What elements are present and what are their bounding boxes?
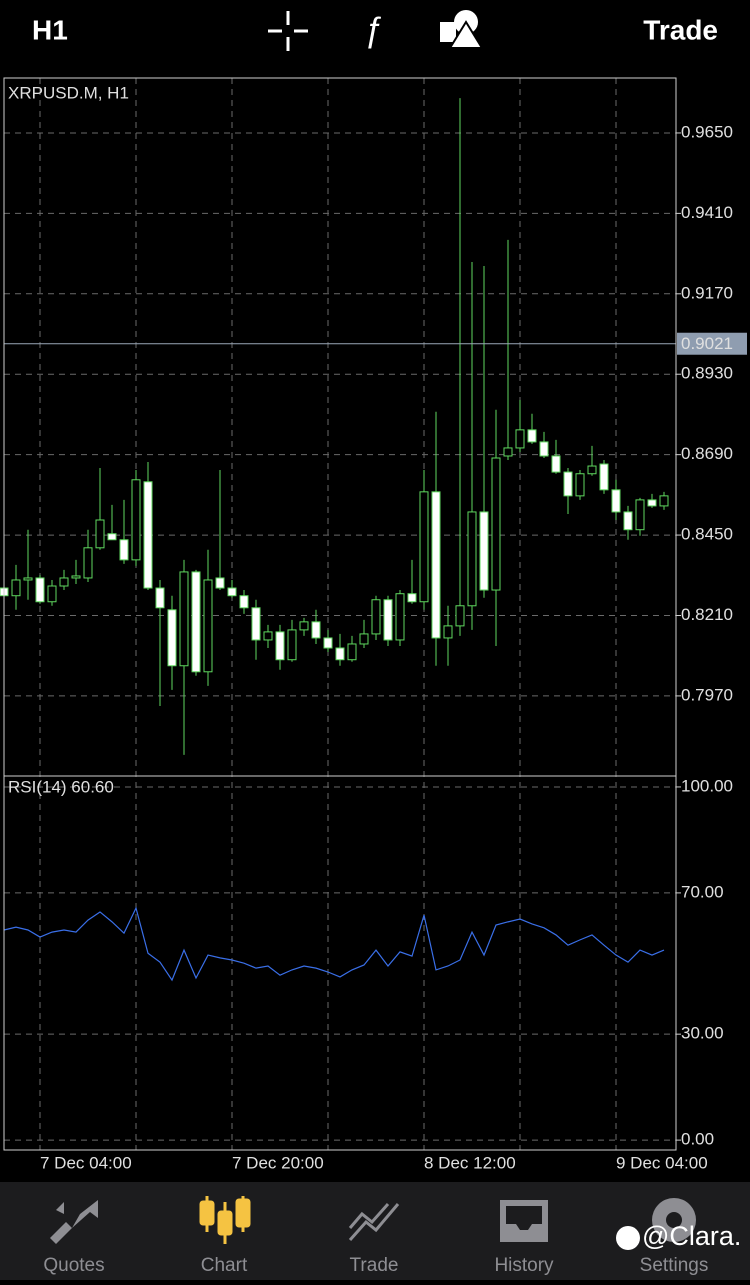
candle-body xyxy=(419,491,429,603)
candle-body xyxy=(383,599,393,641)
indicator-title: RSI(14) 60.60 xyxy=(8,777,114,796)
candle-body xyxy=(299,621,309,631)
candle-body xyxy=(539,441,549,457)
y-tick-label: 0.8450 xyxy=(681,525,733,544)
watermark-text: @Clara. xyxy=(642,1221,741,1251)
candle-body xyxy=(623,511,633,531)
tab-label[interactable]: Quotes xyxy=(43,1255,104,1276)
candle-body xyxy=(431,491,441,639)
candle-body xyxy=(455,605,465,627)
candle-body xyxy=(215,577,225,589)
candle-body xyxy=(347,643,357,661)
y-tick-label: 0.9170 xyxy=(681,283,733,302)
trade-button[interactable]: Trade xyxy=(643,14,718,45)
y-tick-label: 30.00 xyxy=(681,1024,724,1043)
y-tick-label: 0.8210 xyxy=(681,605,733,624)
candle-body xyxy=(71,575,81,579)
x-tick-label: 8 Dec 12:00 xyxy=(424,1153,516,1172)
candle-body xyxy=(167,609,177,667)
tab-labels: Quotes Chart Trade History Settings xyxy=(43,1255,708,1276)
candle-body xyxy=(59,577,69,587)
candle-body xyxy=(47,585,57,603)
candle-body xyxy=(95,519,105,549)
indicator-icon[interactable]: ƒ xyxy=(364,11,383,50)
candle-body xyxy=(263,631,273,641)
candle-body xyxy=(35,577,45,603)
top-bar: H1 ƒ Trade xyxy=(32,10,718,51)
tab-label[interactable]: Chart xyxy=(201,1255,248,1276)
candle-body xyxy=(371,599,381,635)
candle-body xyxy=(275,631,285,661)
candle-body xyxy=(335,647,345,661)
y-tick-label: 0.9410 xyxy=(681,203,733,222)
candle-body xyxy=(647,499,657,507)
trade-icon[interactable] xyxy=(348,1203,400,1241)
candle-body xyxy=(611,489,621,513)
chart-frame xyxy=(3,77,677,1151)
y-tick-label: 0.9650 xyxy=(681,122,733,141)
candle-body xyxy=(395,593,405,641)
y-tick-label: 0.8690 xyxy=(681,444,733,463)
crosshair-icon[interactable] xyxy=(268,11,308,51)
candle-body xyxy=(323,637,333,649)
candle-body xyxy=(23,577,33,581)
candle-body xyxy=(479,511,489,591)
x-tick-label: 9 Dec 04:00 xyxy=(616,1153,708,1172)
y-tick-label: 100.00 xyxy=(681,776,733,795)
candle-body xyxy=(515,429,525,449)
chart-icon[interactable] xyxy=(199,1196,251,1244)
candle-body xyxy=(551,455,561,473)
objects-icon[interactable] xyxy=(440,10,484,49)
candle-body xyxy=(119,539,129,561)
candle-body xyxy=(563,471,573,497)
settings-icon[interactable] xyxy=(652,1198,696,1242)
candle-body xyxy=(359,633,369,645)
x-tick-label: 7 Dec 20:00 xyxy=(232,1153,324,1172)
y-tick-label: 0.8930 xyxy=(681,364,733,383)
candle-body xyxy=(227,587,237,597)
y-tick-label: 0.7970 xyxy=(681,685,733,704)
tab-label[interactable]: Settings xyxy=(640,1255,709,1276)
timeframe-button[interactable]: H1 xyxy=(32,14,68,45)
current-price-label: 0.9021 xyxy=(681,334,733,353)
candle-body xyxy=(251,607,261,641)
candle-body xyxy=(11,579,21,597)
candle-body xyxy=(407,593,417,603)
candle-body xyxy=(527,429,537,443)
candle-body xyxy=(443,625,453,639)
candle-body xyxy=(107,533,117,541)
candle-body xyxy=(491,457,501,591)
candle-body xyxy=(191,571,201,673)
candle-body xyxy=(587,465,597,475)
candle-body xyxy=(599,463,609,491)
rsi-line xyxy=(3,906,665,982)
watermark: @Clara. xyxy=(616,1221,741,1251)
tab-label[interactable]: Trade xyxy=(350,1255,399,1276)
candle-body xyxy=(287,629,297,661)
tab-label[interactable]: History xyxy=(494,1255,554,1276)
chart-title: XRPUSD.M, H1 xyxy=(8,83,129,102)
candle-body xyxy=(503,447,513,457)
y-tick-label: 0.00 xyxy=(681,1130,714,1149)
candle-body xyxy=(179,571,189,667)
candle-body xyxy=(239,595,249,609)
candle-body xyxy=(659,495,669,507)
y-tick-label: 70.00 xyxy=(681,882,724,901)
candle-body xyxy=(635,499,645,531)
candle-body xyxy=(131,479,141,561)
candle-body xyxy=(143,481,153,589)
x-tick-label: 7 Dec 04:00 xyxy=(40,1153,132,1172)
current-price-tag xyxy=(677,332,747,355)
candle-body xyxy=(203,579,213,673)
candle-body xyxy=(311,621,321,639)
candle-body xyxy=(467,511,477,607)
candle-body xyxy=(575,473,585,497)
quotes-icon[interactable] xyxy=(50,1200,98,1244)
candle-body xyxy=(83,547,93,579)
history-icon[interactable] xyxy=(500,1200,548,1242)
candle-body xyxy=(155,587,165,609)
chart-area: 7 Dec 04:00 7 Dec 20:00 8 Dec 12:00 9 Dec 0… xyxy=(0,78,747,1172)
